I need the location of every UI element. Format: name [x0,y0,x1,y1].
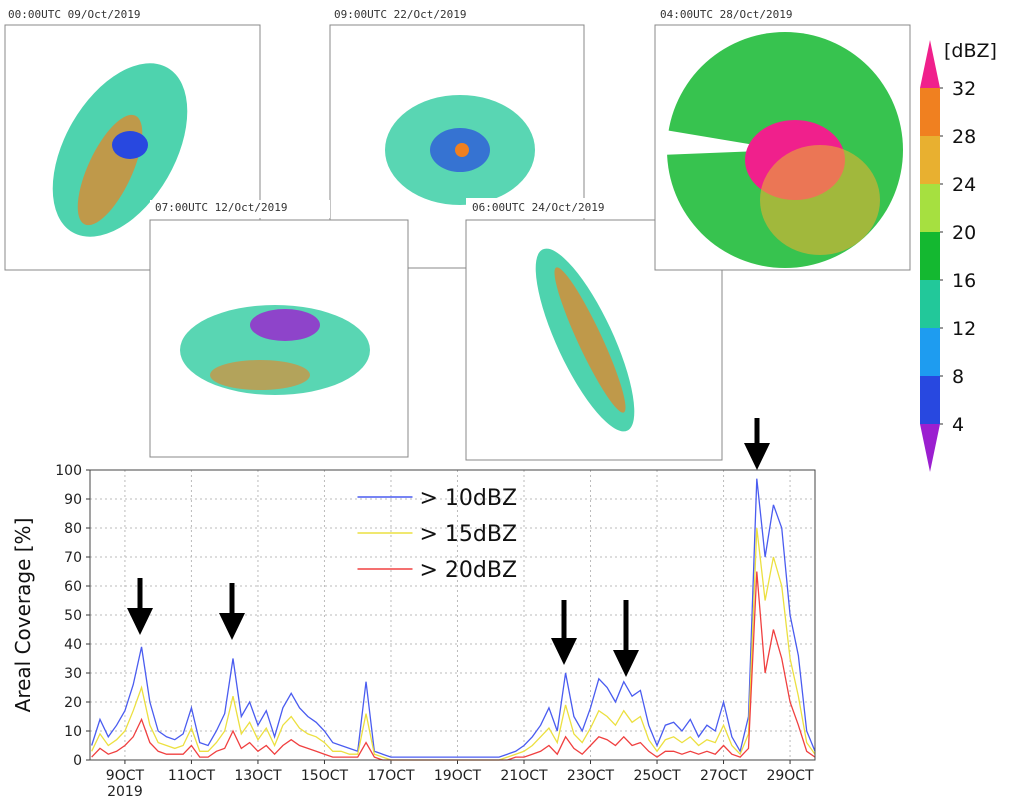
arrow [127,418,770,677]
x-tick-label: 17OCT [367,768,415,784]
panel-title: 07:00UTC 12/Oct/2019 [155,201,287,214]
colorbar-segment [920,328,940,376]
x-tick-label: 23OCT [567,768,615,784]
y-tick-label: 10 [64,724,82,740]
y-tick-label: 50 [64,608,82,624]
radar-panel: 07:00UTC 12/Oct/2019 [149,200,409,458]
series-line [91,478,816,758]
y-tick-label: 30 [64,666,82,682]
panel-title: 06:00UTC 24/Oct/2019 [472,201,604,214]
y-tick-label: 0 [73,753,82,769]
y-tick-label: 100 [55,463,82,479]
y-tick-label: 90 [64,492,82,508]
colorbar-tick-label: 12 [952,318,976,340]
x-tick-label: 13OCT [234,768,282,784]
y-axis-label: Areal Coverage [%] [11,518,35,713]
x-tick-label: 19OCT [434,768,482,784]
colorbar-segment [920,184,940,232]
y-tick-label: 20 [64,695,82,711]
x-tick-label: 27OCT [700,768,748,784]
radar-panel: 00:00UTC 09/Oct/2019 [4,8,261,271]
colorbar-tick-label: 28 [952,126,976,148]
x-tick-label: 11OCT [168,768,216,784]
x-tick-label: 21OCT [500,768,548,784]
legend-label: > 10dBZ [420,486,518,511]
colorbar-segment [920,40,940,88]
y-tick-label: 70 [64,550,82,566]
colorbar-segment [920,88,940,136]
y-tick-label: 40 [64,637,82,653]
colorbar-title: [dBZ] [944,40,997,62]
colorbar-segment [920,376,940,424]
y-tick-label: 80 [64,521,82,537]
radar-panel: 04:00UTC 28/Oct/2019 [654,8,911,271]
x-tick-sublabel: 2019 [107,784,143,800]
colorbar-tick-label: 24 [952,174,976,196]
panel-title: 04:00UTC 28/Oct/2019 [660,8,792,21]
colorbar-segment [920,136,940,184]
legend-label: > 20dBZ [420,558,518,583]
colorbar-segment [920,424,940,472]
colorbar-tick-label: 8 [952,366,964,388]
colorbar-tick-label: 32 [952,78,976,100]
x-tick-label: 25OCT [633,768,681,784]
colorbar-tick-label: 20 [952,222,976,244]
plot-frame [89,469,816,761]
x-tick-label: 15OCT [301,768,349,784]
x-tick-label: 29OCT [766,768,814,784]
panel-title: 00:00UTC 09/Oct/2019 [8,8,140,21]
x-tick-label: 9OCT [106,768,145,784]
colorbar-segment [920,232,940,280]
y-tick-label: 60 [64,579,82,595]
colorbar-segment [920,280,940,328]
colorbar-tick-label: 16 [952,270,976,292]
panel-title: 09:00UTC 22/Oct/2019 [334,8,466,21]
legend-label: > 15dBZ [420,522,518,547]
colorbar-tick-label: 4 [952,414,964,436]
